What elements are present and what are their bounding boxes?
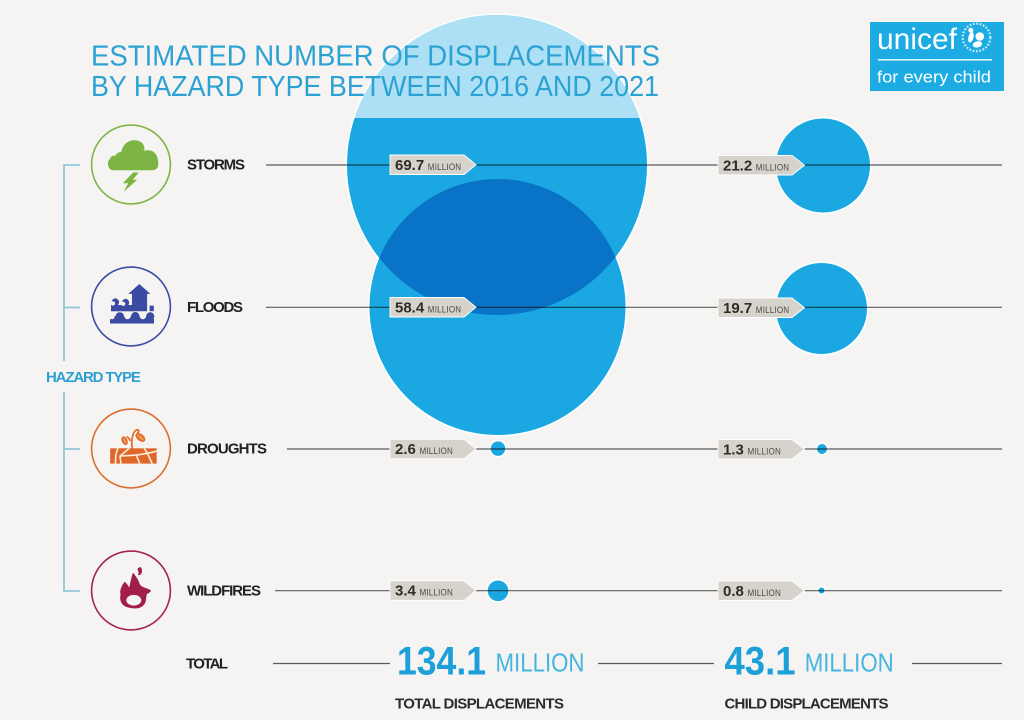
svg-text:STORMS: STORMS: [187, 157, 245, 174]
svg-text:FLOODS: FLOODS: [187, 299, 243, 316]
svg-text:MILLION: MILLION: [805, 648, 894, 678]
svg-text:for every child: for every child: [877, 67, 991, 86]
svg-text:HAZARD TYPE: HAZARD TYPE: [46, 369, 141, 386]
svg-text:TOTAL DISPLACEMENTS: TOTAL DISPLACEMENTS: [395, 696, 564, 713]
svg-text:ESTIMATED NUMBER OF DISPLACEME: ESTIMATED NUMBER OF DISPLACEMENTS: [91, 41, 660, 73]
svg-text:MILLION: MILLION: [496, 648, 585, 678]
svg-text:DROUGHTS: DROUGHTS: [187, 441, 267, 458]
svg-text:CHILD DISPLACEMENTS: CHILD DISPLACEMENTS: [725, 696, 889, 713]
svg-text:134.1: 134.1: [397, 640, 486, 684]
svg-text:unicef: unicef: [877, 23, 958, 56]
svg-text:TOTAL: TOTAL: [186, 656, 228, 673]
svg-text:43.1: 43.1: [725, 640, 796, 684]
svg-text:WILDFIRES: WILDFIRES: [187, 583, 261, 600]
svg-text:BY HAZARD TYPE BETWEEN 2016 AN: BY HAZARD TYPE BETWEEN 2016 AND 2021: [91, 71, 659, 103]
